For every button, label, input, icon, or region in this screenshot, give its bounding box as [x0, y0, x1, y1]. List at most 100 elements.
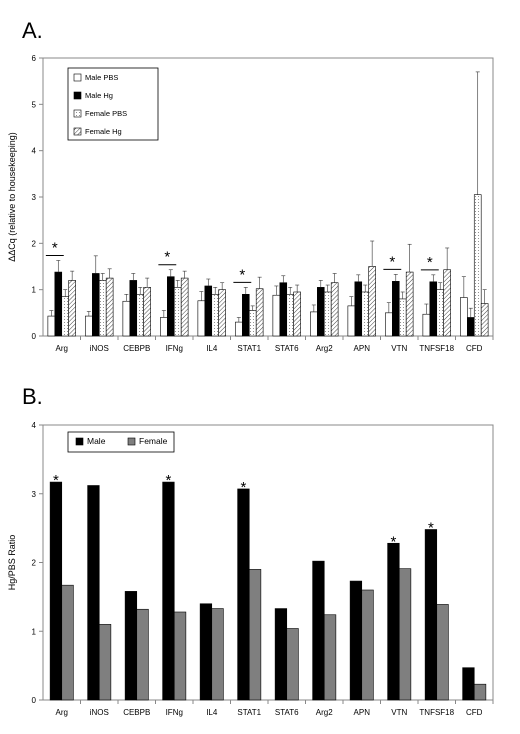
- x-tick-label: iNOS: [90, 344, 109, 353]
- bar-male: [49, 481, 63, 701]
- legend-entry: Male Hg: [85, 91, 113, 100]
- legend-entry: Male: [87, 436, 106, 446]
- bar-female: [61, 584, 74, 701]
- bar-male-pbs: [347, 305, 356, 337]
- y-tick-label: 2: [32, 559, 37, 568]
- x-tick-label: IFNg: [166, 344, 183, 353]
- bar-male: [274, 608, 288, 701]
- bar-female: [398, 568, 412, 701]
- x-tick-label: TNFSF18: [419, 344, 454, 353]
- x-tick-label: STAT1: [237, 344, 261, 353]
- bar-male-hg: [279, 282, 288, 337]
- x-tick-label: STAT6: [275, 708, 299, 717]
- bar-male-hg: [204, 285, 213, 337]
- x-tick-label: TNFSF18: [419, 708, 454, 717]
- bar-male-hg: [467, 317, 475, 337]
- x-tick-label: CEBPB: [123, 708, 150, 717]
- significance-marker: *: [52, 239, 58, 256]
- bar-female-pbs: [248, 310, 257, 337]
- bar-male-pbs: [85, 315, 93, 337]
- bar-female-pbs: [361, 291, 369, 337]
- bar-female: [323, 614, 337, 701]
- legend-swatch: [73, 91, 82, 100]
- bar-male: [124, 591, 138, 701]
- x-tick-label: Arg2: [316, 708, 333, 717]
- significance-marker: *: [241, 479, 247, 496]
- bar-female: [98, 624, 112, 701]
- bar-female-hg: [68, 280, 76, 337]
- bar-female-pbs: [436, 289, 444, 337]
- bar-male: [462, 667, 475, 701]
- x-tick-label: Arg2: [316, 344, 333, 353]
- chart-a: 0 1 2 3 4 5 6 ΔΔCq (relative to housekeeping) Ar…: [7, 54, 494, 353]
- bar-male: [349, 580, 363, 701]
- bar-female: [173, 611, 187, 701]
- bar-female-hg: [180, 277, 189, 337]
- x-tick-label: iNOS: [90, 708, 109, 717]
- bar-male-pbs: [310, 311, 318, 337]
- x-tick-label: IL4: [206, 344, 218, 353]
- x-tick-label: STAT1: [237, 708, 261, 717]
- y-tick-label: 4: [32, 147, 37, 156]
- chart-b: 0 1 2 3 4 Hg/PBS Ratio Arg * iNOS CEBPB IFNg * IL4 ST…: [7, 421, 494, 717]
- bar-female: [248, 569, 262, 701]
- significance-marker: *: [166, 472, 172, 489]
- bar-male-pbs: [422, 313, 431, 337]
- bar-female-hg: [293, 291, 301, 337]
- bar-female: [136, 608, 149, 701]
- legend-box: [67, 67, 159, 141]
- bar-female-hg: [218, 289, 226, 337]
- legend-swatch: [73, 127, 82, 136]
- bar-male-pbs: [197, 300, 206, 337]
- bar-male-hg: [242, 293, 250, 337]
- x-tick-label: IFNg: [166, 708, 183, 717]
- bar-male-hg: [317, 287, 325, 337]
- bar-female-hg: [105, 277, 114, 337]
- bar-male: [387, 542, 400, 701]
- bar-male-hg: [429, 281, 438, 337]
- significance-marker: *: [53, 472, 59, 489]
- bar-female-pbs: [136, 293, 144, 337]
- legend-swatch: [127, 437, 136, 446]
- legend-entry: Female Hg: [85, 127, 122, 136]
- significance-marker: *: [239, 266, 245, 283]
- bar-male-pbs: [160, 317, 168, 337]
- x-tick-label: CFD: [466, 344, 483, 353]
- bar-male-pbs: [272, 294, 281, 337]
- significance-marker: *: [391, 533, 397, 550]
- y-tick-label: 0: [32, 696, 37, 705]
- legend-swatch: [73, 109, 82, 118]
- y-tick-label: 2: [32, 239, 37, 248]
- bar-female-pbs: [173, 287, 182, 337]
- bar-male: [162, 481, 175, 701]
- bar-male-hg: [392, 281, 400, 337]
- bar-female-hg: [405, 271, 414, 337]
- legend-entry: Male PBS: [85, 73, 118, 82]
- bar-male: [424, 529, 438, 701]
- y-axis-label: Hg/PBS Ratio: [7, 535, 17, 591]
- significance-marker: *: [389, 253, 395, 270]
- significance-marker: *: [428, 520, 434, 537]
- x-tick-label: APN: [354, 708, 371, 717]
- bar-female-pbs: [211, 293, 219, 337]
- bar-male-hg: [92, 273, 100, 337]
- bar-female: [286, 628, 299, 701]
- bar-female-pbs: [61, 296, 69, 337]
- panel-a-label: A.: [22, 18, 43, 43]
- bar-female-pbs: [398, 298, 407, 337]
- x-tick-label: APN: [354, 344, 371, 353]
- bar-male-pbs: [235, 321, 243, 337]
- legend-swatch: [75, 437, 84, 446]
- bar-female: [361, 589, 374, 701]
- x-tick-label: CFD: [466, 708, 483, 717]
- bar-female: [211, 608, 224, 701]
- legend-swatch: [73, 73, 82, 82]
- bar-male-hg: [129, 280, 138, 337]
- legend-entry: Female: [139, 436, 168, 446]
- bar-male: [199, 603, 213, 701]
- y-tick-label: 6: [32, 54, 37, 63]
- x-tick-label: VTN: [391, 344, 407, 353]
- y-tick-label: 3: [32, 193, 37, 202]
- bar-female-hg: [443, 269, 451, 337]
- bar-female: [436, 604, 449, 701]
